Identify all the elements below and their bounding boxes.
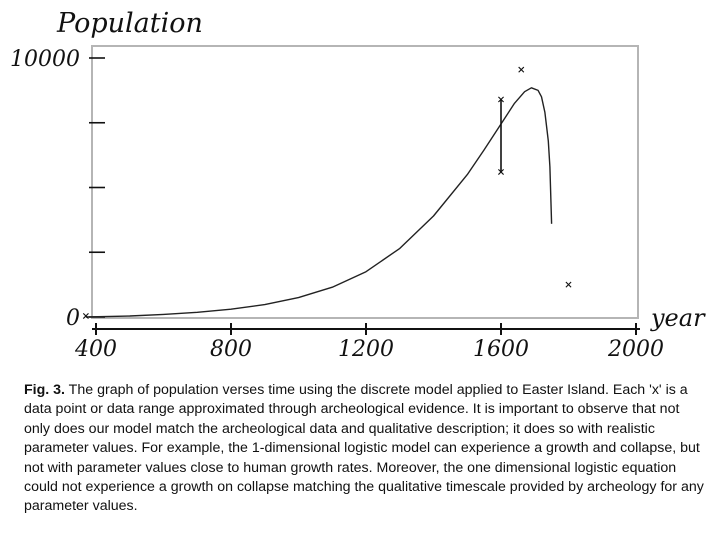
data-point-1 — [498, 96, 504, 103]
series-layer — [85, 87, 553, 318]
data-point-mark — [498, 168, 504, 175]
caption-label: Fig. 3. — [24, 382, 65, 398]
data-point-0 — [82, 312, 89, 319]
population-chart: Population year 400 800 1200 1600 2000 0 1000… — [10, 8, 706, 362]
y-ticks: 0 10000 — [10, 47, 105, 331]
series-line-0 — [85, 87, 553, 318]
x-tick-label-2000: 2000 — [607, 337, 664, 362]
data-point-2 — [498, 168, 504, 175]
x-tick-label-400: 400 — [74, 337, 117, 362]
y-axis-label: Population — [56, 8, 203, 39]
plot-frame — [91, 45, 639, 319]
y-tick-label-10000: 10000 — [10, 47, 80, 72]
data-point-4 — [565, 281, 572, 288]
y-tick-label-0: 0 — [66, 306, 80, 331]
x-tick-label-800: 800 — [210, 337, 252, 362]
data-point-mark — [565, 281, 572, 288]
points-layer — [82, 66, 572, 319]
figure-caption: Fig. 3. The graph of population verses t… — [24, 381, 708, 517]
x-ticks: 400 800 1200 1600 2000 — [74, 323, 664, 362]
x-tick-label-1200: 1200 — [338, 337, 394, 362]
data-point-mark — [518, 66, 525, 73]
data-point-mark — [82, 312, 89, 319]
data-point-mark — [498, 96, 504, 103]
x-tick-label-1600: 1600 — [473, 337, 529, 362]
x-axis-label: year — [650, 304, 706, 332]
caption-text: The graph of population verses time usin… — [24, 382, 704, 515]
data-point-3 — [518, 66, 525, 73]
